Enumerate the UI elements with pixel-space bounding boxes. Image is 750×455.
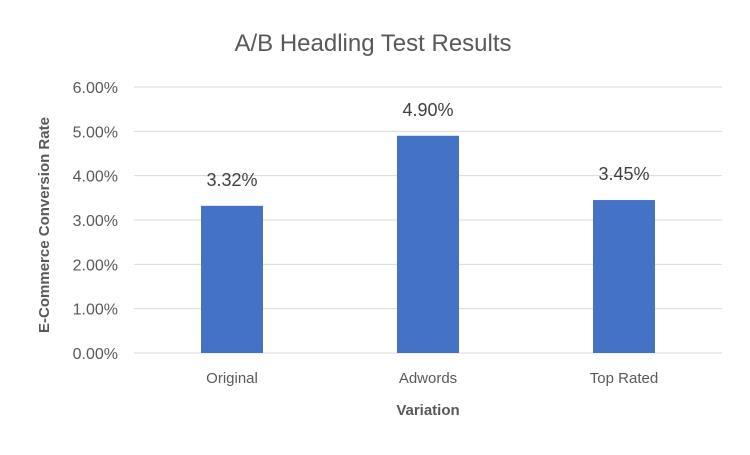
y-axis-ticks: 0.00% 1.00% 2.00% 3.00% 4.00% 5.00% 6.00% — [73, 80, 118, 363]
y-axis-title: E-Commerce Conversion Rate — [36, 117, 53, 333]
chart-title: A/B Headling Test Results — [234, 30, 511, 57]
y-tick-label: 4.00% — [73, 169, 118, 186]
y-tick-label: 2.00% — [73, 257, 118, 274]
data-labels: 3.32% 4.90% 3.45% — [206, 100, 649, 190]
x-category-label: Adwords — [399, 370, 457, 387]
data-label: 3.45% — [598, 164, 649, 184]
data-label: 3.32% — [206, 170, 257, 190]
x-category-label: Original — [206, 370, 258, 387]
x-axis-title: Variation — [396, 402, 459, 419]
bar — [593, 200, 655, 353]
bar — [201, 205, 263, 353]
y-tick-label: 1.00% — [73, 302, 118, 319]
bar — [397, 135, 459, 353]
bars — [201, 135, 655, 353]
y-tick-label: 0.00% — [73, 346, 118, 363]
data-label: 4.90% — [402, 100, 453, 120]
y-tick-label: 3.00% — [73, 213, 118, 230]
x-axis-categories: Original Adwords Top Rated — [206, 370, 658, 387]
y-tick-label: 6.00% — [73, 80, 118, 97]
x-category-label: Top Rated — [590, 370, 658, 387]
y-tick-label: 5.00% — [73, 124, 118, 141]
